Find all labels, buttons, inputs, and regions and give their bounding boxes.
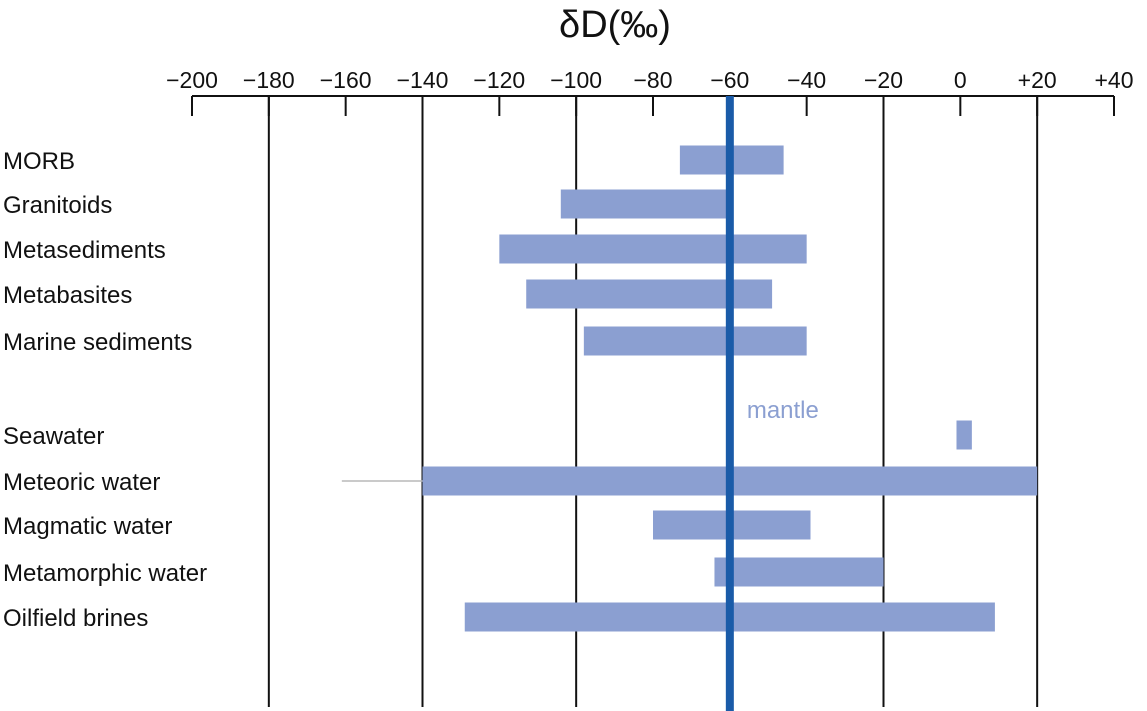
- category-label: Metabasites: [3, 282, 132, 309]
- range-bar: [714, 557, 884, 587]
- category-label: Metasediments: [3, 237, 166, 264]
- x-tick-label: −80: [633, 67, 672, 93]
- category-label: MORB: [3, 148, 75, 175]
- x-tick-label: −20: [864, 67, 903, 93]
- range-bar: [583, 326, 807, 356]
- x-tick-label: −160: [320, 67, 372, 93]
- category-label: Marine sediments: [3, 329, 192, 356]
- x-tick-label: −100: [550, 67, 602, 93]
- x-tick-label: −180: [243, 67, 295, 93]
- category-label: Metamorphic water: [3, 560, 207, 587]
- range-bar: [499, 234, 807, 264]
- x-tick-label: −200: [166, 67, 218, 93]
- x-tick-label: −140: [397, 67, 449, 93]
- range-bar: [956, 420, 972, 450]
- range-bars: [341, 145, 1038, 632]
- category-label: Magmatic water: [3, 513, 172, 540]
- x-tick-label: +20: [1018, 67, 1057, 93]
- mantle-label: mantle: [747, 397, 819, 424]
- category-label: Oilfield brines: [3, 605, 148, 632]
- x-tick-label: −120: [473, 67, 525, 93]
- range-bar: [560, 189, 730, 219]
- x-tick-label: +40: [1094, 67, 1133, 93]
- category-label: Granitoids: [3, 192, 112, 219]
- x-axis: [191, 95, 1115, 116]
- category-label: Seawater: [3, 423, 104, 450]
- range-bar: [526, 279, 773, 309]
- x-tick-labels: −200 −180 −160 −140 −120 −100 −80 −60 −40 −20 0 +20…: [166, 67, 1133, 93]
- x-tick-label: −40: [787, 67, 826, 93]
- category-labels: MORB Granitoids Metasediments Metabasites Ma…: [3, 148, 207, 632]
- chart-title: δD(‰): [559, 4, 671, 46]
- mantle-reference: mantle: [725, 96, 819, 711]
- category-label: Meteoric water: [3, 469, 160, 496]
- x-tick-label: 0: [954, 67, 967, 93]
- x-tick-label: −60: [710, 67, 749, 93]
